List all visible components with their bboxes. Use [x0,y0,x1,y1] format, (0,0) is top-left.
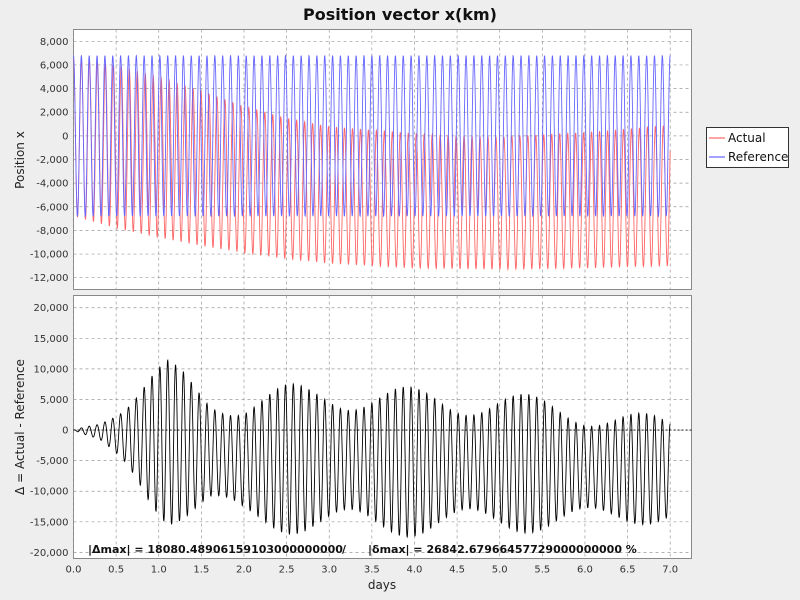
legend-label-reference: Reference [728,150,788,164]
x-tick-label: 2.5 [279,565,295,576]
top-y-tick-label: 8,000 [40,37,69,48]
x-tick-label: 2.0 [236,565,252,576]
x-tick-label: 5.5 [534,565,550,576]
legend-box [706,127,789,168]
top-y-tick-label: -4,000 [36,179,68,190]
x-tick-label: 6.0 [577,565,593,576]
bottom-series-group [73,358,692,539]
top-y-tick-label: 6,000 [40,60,69,71]
top-y-tick-label: -2,000 [36,155,68,166]
bottom-y-tick-label: -10,000 [30,487,69,498]
x-tick-label: 1.5 [193,565,209,576]
top-y-tick-label: -8,000 [36,226,68,237]
legend-label-actual: Actual [728,131,766,145]
bottom-y-tick-label: 20,000 [34,303,69,314]
bottom-y-ticks: 20,000 15,000 10,000 5,000 0 -5,000 -10,000 -15… [30,303,69,559]
bottom-y-tick-label: -20,000 [30,548,69,559]
top-y-tick-label: -12,000 [30,273,69,284]
top-y-axis-label: Position x [13,131,27,189]
x-tick-label: 7.0 [662,565,678,576]
annotation-separator: / [342,543,347,556]
x-tick-label: 3.5 [364,565,380,576]
bottom-y-tick-label: 15,000 [34,334,69,345]
top-y-tick-label: 4,000 [40,84,69,95]
bottom-y-tick-label: 10,000 [34,364,69,375]
top-y-tick-label: 2,000 [40,108,69,119]
bottom-gridlines [73,295,692,559]
top-y-tick-label: -10,000 [30,250,69,261]
bottom-y-tick-label: -5,000 [36,456,68,467]
x-tick-label: 0.5 [108,565,124,576]
chart-title: Position vector x(km) [303,5,497,24]
top-y-tick-label: -6,000 [36,202,68,213]
top-series-group [73,54,671,271]
delta-max-annotation: |Δmax| = 18080.48906159103000000000 [88,543,343,556]
top-y-ticks: 8,000 6,000 4,000 2,000 0 -2,000 -4,000 -6,000 -… [30,37,69,284]
x-tick-label: 4.0 [407,565,423,576]
x-tick-label: 1.0 [151,565,167,576]
bottom-y-tick-label: 0 [62,426,68,437]
bottom-y-tick-label: -15,000 [30,517,69,528]
x-axis-label: days [368,578,396,592]
series-line-delta [73,358,671,539]
series-line-actual [73,58,671,271]
x-tick-label: 0.0 [66,565,82,576]
bottom-x-ticks: 0.0 0.5 1.0 1.5 2.0 2.5 3.0 3.5 4.0 4.5 5.0 5.5 6.0 6… [66,565,679,576]
x-tick-label: 6.5 [620,565,636,576]
bottom-y-tick-label: 5,000 [40,395,69,406]
bottom-y-axis-label: Δ = Actual - Reference [13,359,27,495]
delta-rel-max-annotation: |δmax| = 26842.67966457729000000000 % [368,543,637,556]
x-tick-label: 4.5 [449,565,465,576]
x-tick-label: 3.0 [321,565,337,576]
series-line-reference [73,54,671,218]
top-y-tick-label: 0 [62,131,68,142]
legend: Actual Reference [706,127,789,168]
x-tick-label: 5.0 [492,565,508,576]
